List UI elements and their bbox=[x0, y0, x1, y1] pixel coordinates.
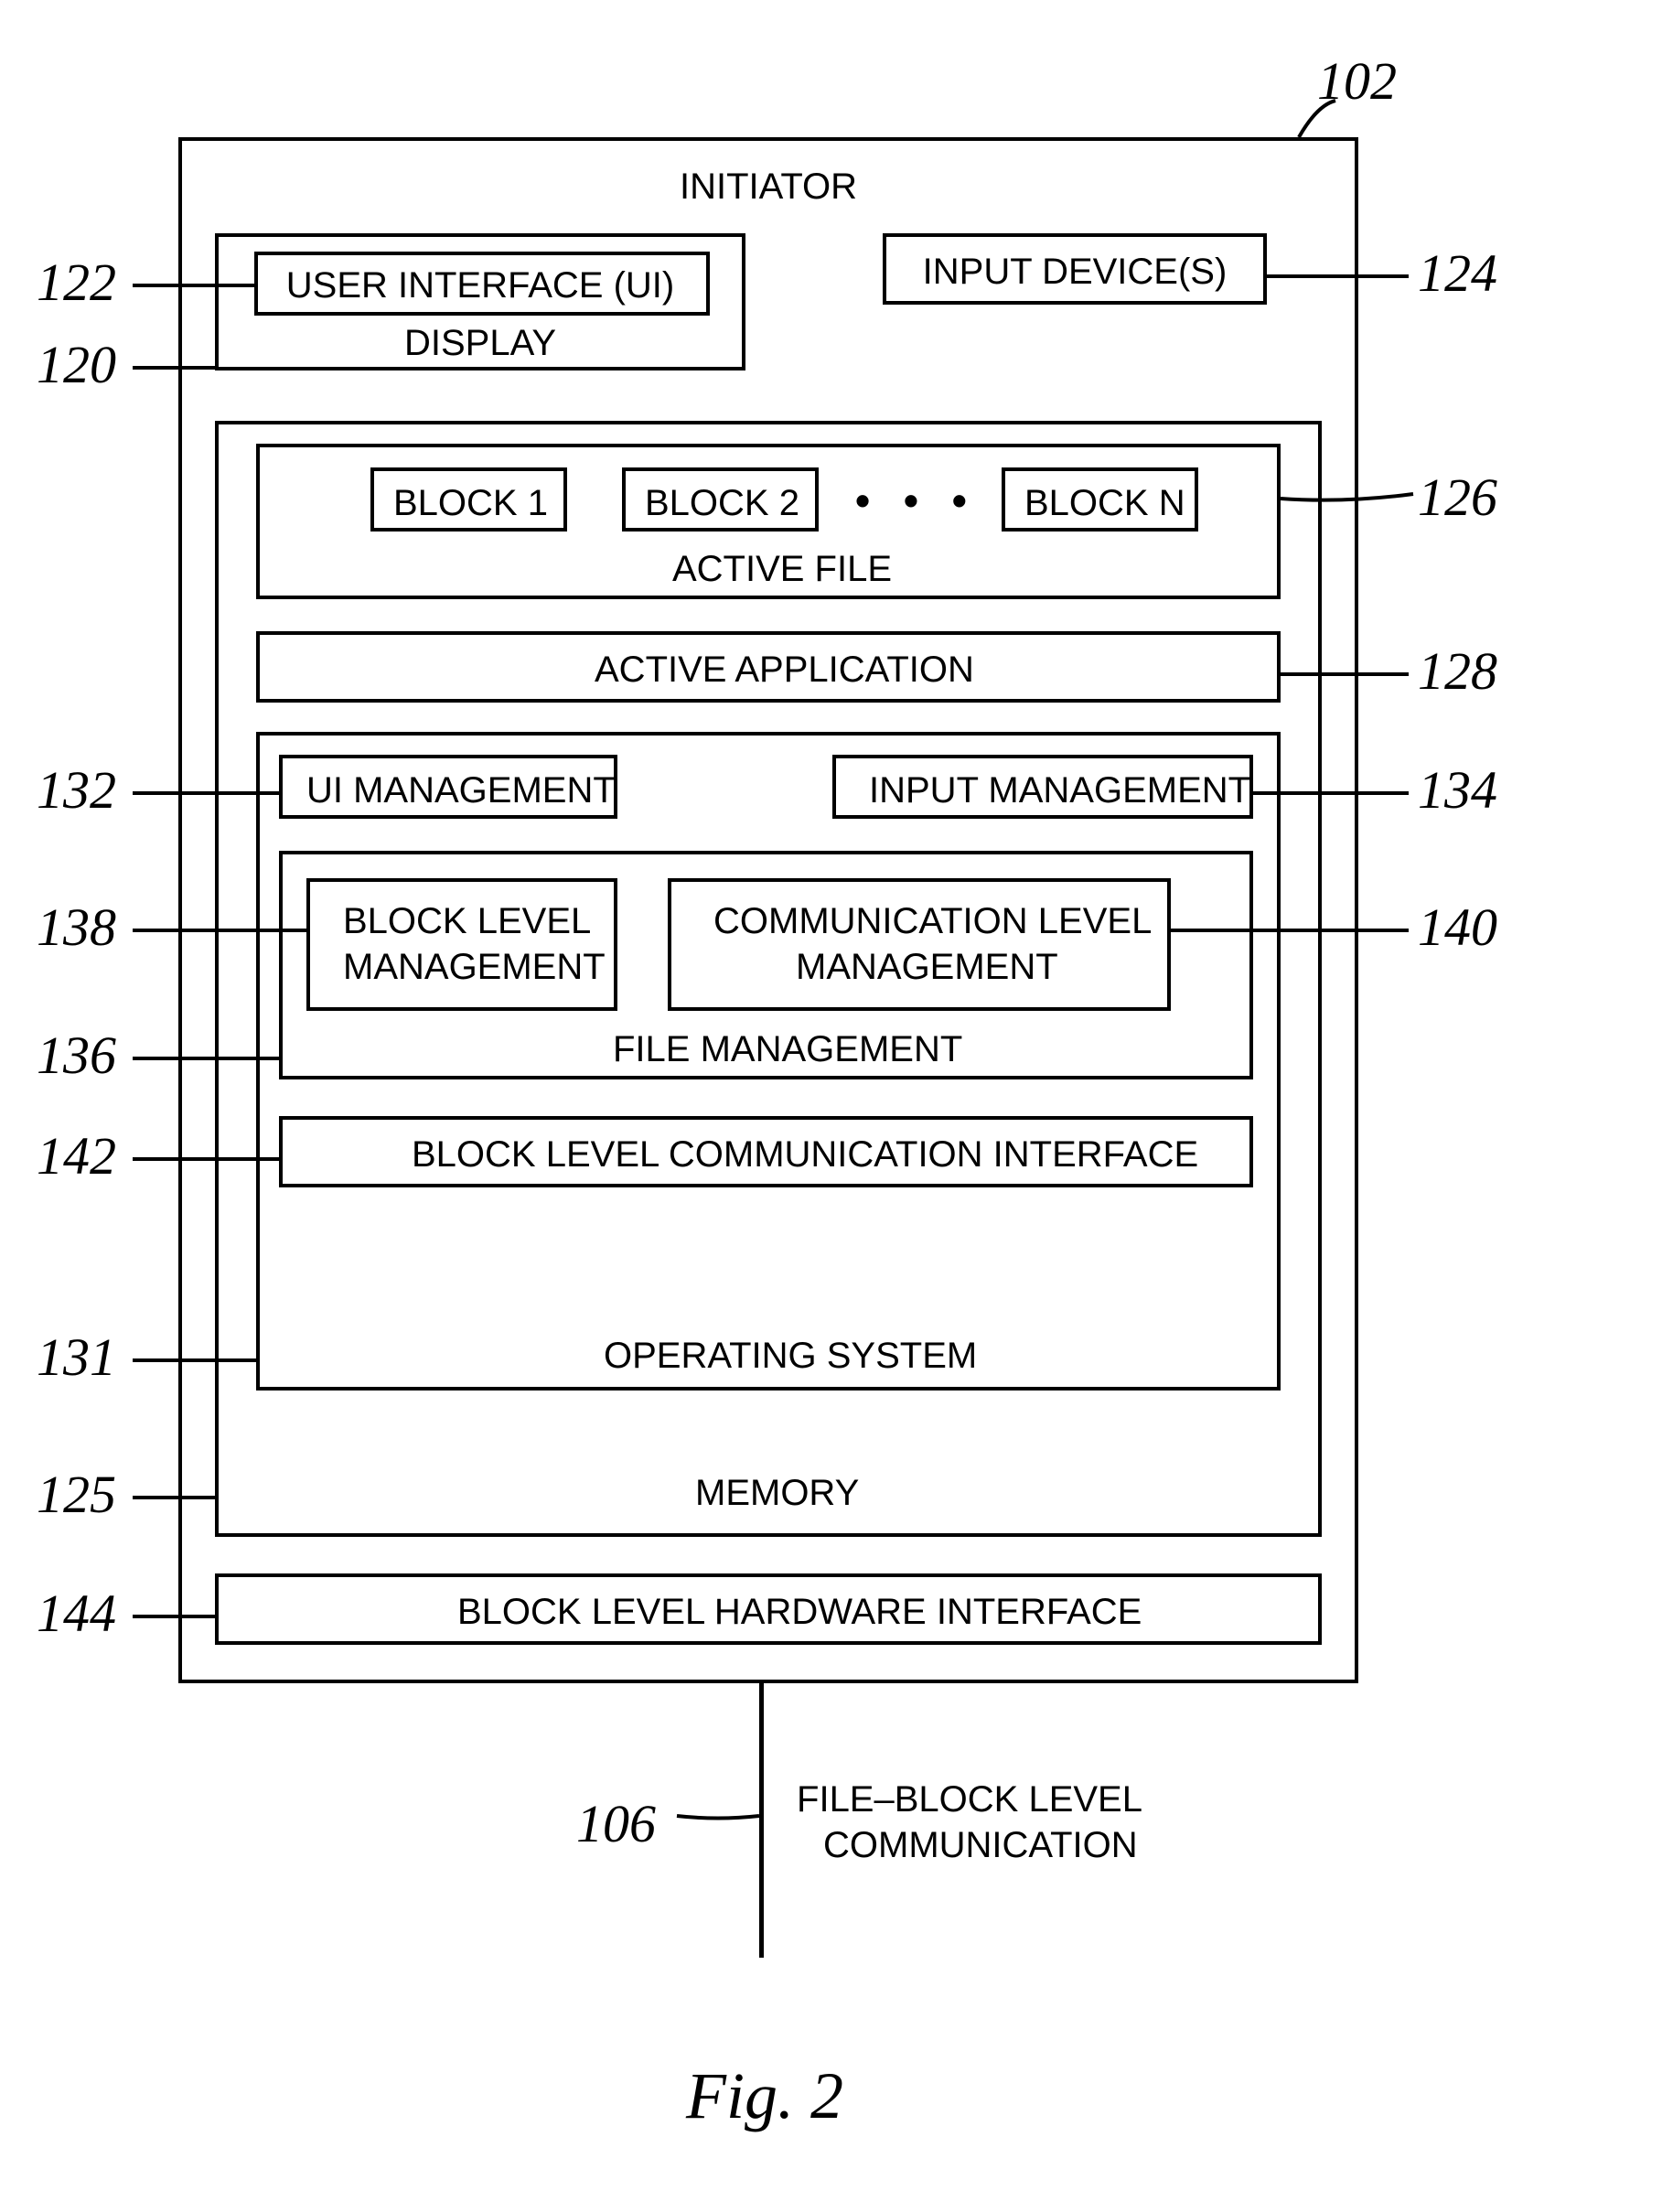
leader-124 bbox=[1267, 274, 1409, 278]
file-block-comm-line1: FILE–BLOCK LEVEL bbox=[796, 1779, 1143, 1820]
leader-138 bbox=[133, 929, 306, 932]
input-mgmt-label: INPUT MANAGEMENT bbox=[869, 770, 1217, 811]
comm-level-mgmt-line1: COMMUNICATION LEVEL bbox=[713, 901, 1125, 942]
os-label: OPERATING SYSTEM bbox=[604, 1336, 942, 1377]
leader-102 bbox=[1281, 96, 1363, 151]
block-comm-iface-label: BLOCK LEVEL COMMUNICATION INTERFACE bbox=[412, 1134, 1143, 1176]
block2-label: BLOCK 2 bbox=[645, 483, 796, 524]
leader-126 bbox=[1281, 476, 1427, 512]
leader-125 bbox=[133, 1496, 215, 1499]
ref-134: 134 bbox=[1418, 759, 1497, 821]
input-devices-label: INPUT DEVICE(S) bbox=[915, 252, 1235, 293]
leader-120 bbox=[133, 366, 215, 370]
leader-142 bbox=[133, 1157, 279, 1161]
leader-106 bbox=[677, 1802, 768, 1830]
ref-106: 106 bbox=[576, 1793, 656, 1854]
leader-122 bbox=[133, 284, 256, 287]
ref-144: 144 bbox=[37, 1583, 116, 1644]
memory-label: MEMORY bbox=[695, 1473, 851, 1514]
leader-128 bbox=[1281, 672, 1409, 676]
ref-124: 124 bbox=[1418, 242, 1497, 304]
file-mgmt-label: FILE MANAGEMENT bbox=[613, 1029, 933, 1070]
figure-label: Fig. 2 bbox=[686, 2058, 843, 2134]
ref-122: 122 bbox=[37, 252, 116, 313]
ref-125: 125 bbox=[37, 1464, 116, 1525]
block1-label: BLOCK 1 bbox=[393, 483, 544, 524]
comm-level-mgmt-line2: MANAGEMENT bbox=[796, 947, 1052, 988]
initiator-label: INITIATOR bbox=[663, 166, 874, 208]
leader-140 bbox=[1171, 929, 1409, 932]
block-level-mgmt-box bbox=[306, 878, 617, 1011]
leader-131 bbox=[133, 1358, 256, 1362]
ref-140: 140 bbox=[1418, 897, 1497, 958]
ref-126: 126 bbox=[1418, 467, 1497, 528]
ref-136: 136 bbox=[37, 1025, 116, 1086]
block-level-mgmt-line2: MANAGEMENT bbox=[343, 947, 581, 988]
ellipsis-dots: • • • bbox=[855, 476, 978, 525]
active-app-label: ACTIVE APPLICATION bbox=[595, 650, 960, 691]
file-block-comm-line2: COMMUNICATION bbox=[823, 1825, 1116, 1866]
block-level-mgmt-line1: BLOCK LEVEL bbox=[343, 901, 581, 942]
display-label: DISPLAY bbox=[402, 323, 558, 364]
leader-132 bbox=[133, 791, 279, 795]
ref-131: 131 bbox=[37, 1326, 116, 1388]
ui-mgmt-label: UI MANAGEMENT bbox=[306, 770, 590, 811]
ui-label: USER INTERFACE (UI) bbox=[274, 265, 686, 306]
ref-120: 120 bbox=[37, 334, 116, 395]
comm-level-mgmt-box bbox=[668, 878, 1171, 1011]
leader-136 bbox=[133, 1057, 279, 1060]
active-file-label: ACTIVE FILE bbox=[668, 549, 896, 590]
leader-134 bbox=[1253, 791, 1409, 795]
hw-iface-label: BLOCK LEVEL HARDWARE INTERFACE bbox=[457, 1592, 1098, 1633]
ref-128: 128 bbox=[1418, 640, 1497, 702]
blockn-label: BLOCK N bbox=[1024, 483, 1175, 524]
ref-142: 142 bbox=[37, 1125, 116, 1187]
leader-144 bbox=[133, 1615, 215, 1618]
ref-138: 138 bbox=[37, 897, 116, 958]
ref-132: 132 bbox=[37, 759, 116, 821]
